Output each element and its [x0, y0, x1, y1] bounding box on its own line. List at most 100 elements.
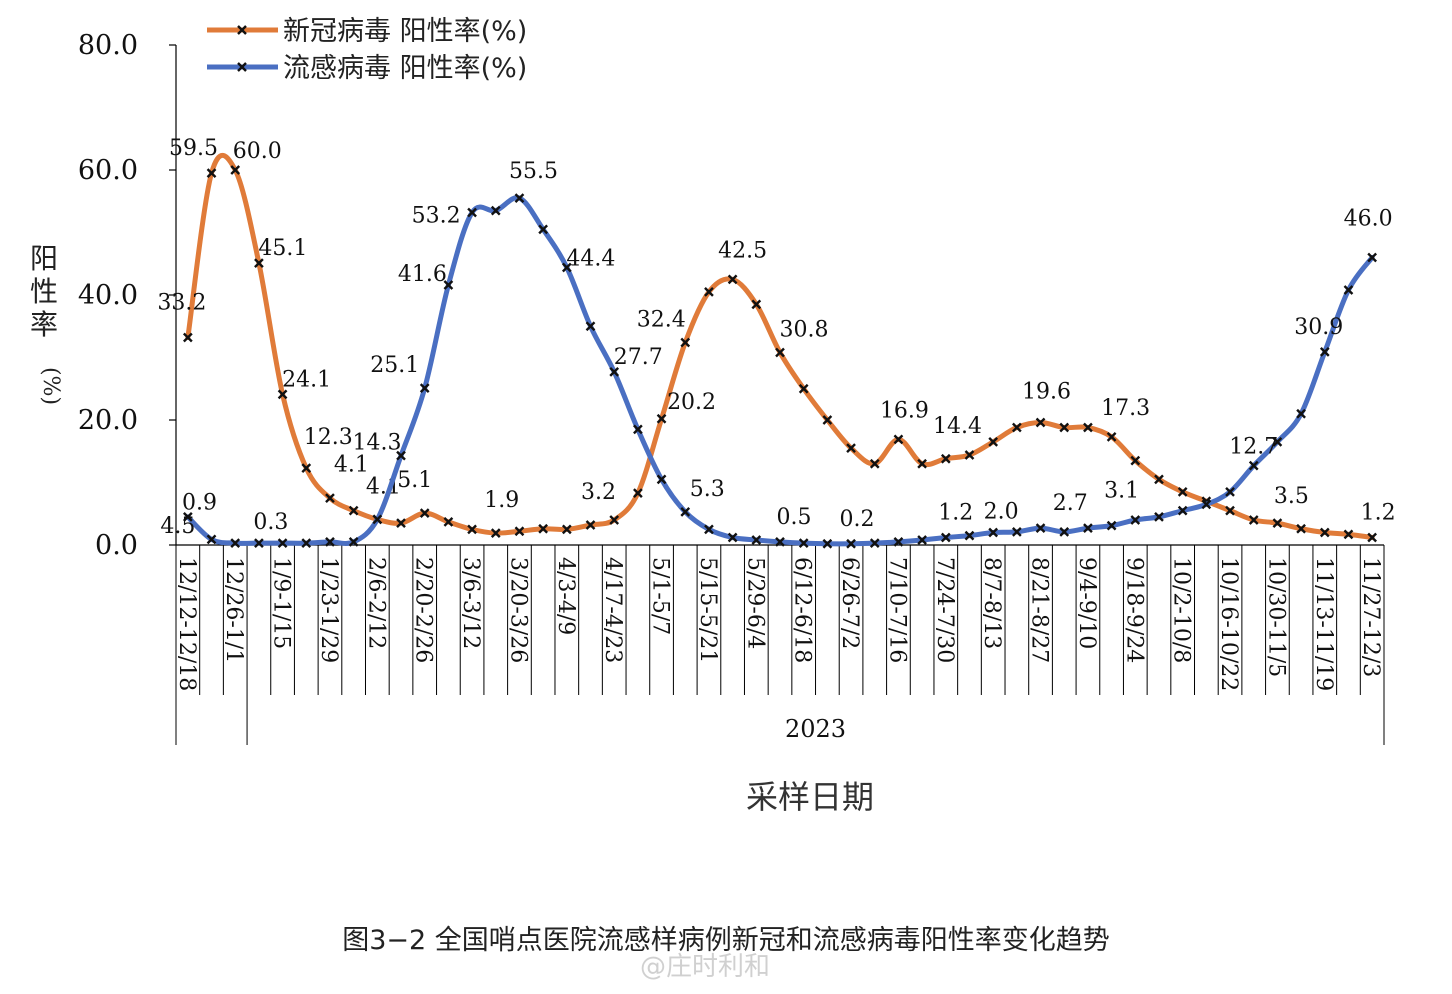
data-point-marker: [206, 168, 217, 178]
x-tick-label: 7/10-7/16: [884, 557, 909, 663]
covid-data-point: [1296, 523, 1306, 534]
x-tick-label: 4/3-4/9: [553, 557, 578, 635]
data-point-marker: [846, 443, 856, 453]
covid-data-point: [1272, 518, 1283, 528]
flu-data-label: 2.7: [1053, 491, 1088, 516]
data-point-marker: [585, 520, 596, 530]
x-tick-label: 7/24-7/30: [932, 557, 957, 663]
covid-data-point: [514, 526, 525, 537]
data-point-marker: [1272, 518, 1283, 528]
covid-data-point: [869, 458, 880, 469]
data-point-marker: [1012, 422, 1022, 433]
flu-data-point: [514, 193, 525, 203]
y-tick-label: 80.0: [78, 30, 138, 61]
covid-series: 33.2 59.5 60.0 45.1 24.1 12.34.1 5.1 1.9 3.2 20.2…: [157, 136, 1396, 543]
flu-data-point: [988, 527, 999, 538]
flu-data-point: [1154, 512, 1164, 522]
data-point-marker: [419, 508, 430, 518]
data-point-marker: [514, 526, 525, 537]
data-point-marker: [656, 413, 667, 424]
covid-data-point: [348, 505, 359, 516]
data-point-marker: [727, 532, 738, 543]
covid-series-line: [185, 152, 1375, 540]
covid-data-point: [561, 524, 572, 535]
covid-data-label: 30.8: [780, 318, 829, 343]
flu-data-point: [1343, 285, 1354, 295]
data-point-marker: [419, 383, 430, 393]
flu-data-label: 46.0: [1344, 207, 1393, 232]
data-point-marker: [1367, 252, 1378, 263]
covid-data-point: [1154, 474, 1164, 485]
x-tick-label: 6/26-7/2: [837, 557, 862, 649]
data-point-marker: [940, 453, 951, 464]
flu-data-label: 5.3: [690, 477, 725, 502]
covid-data-point: [230, 165, 241, 175]
data-point-marker: [277, 538, 288, 548]
data-point-marker: [538, 523, 548, 534]
legend-marker-covid: [237, 25, 247, 35]
flu-data-point: [893, 537, 904, 547]
data-point-marker: [656, 474, 667, 485]
covid-data-label: 42.5: [718, 238, 767, 263]
data-point-marker: [727, 274, 738, 285]
data-point-marker: [988, 527, 999, 538]
data-point-marker: [1367, 532, 1378, 543]
x-tick-label: 2/6-2/12: [363, 557, 388, 649]
covid-data-point: [585, 520, 596, 530]
covid-data-point: [182, 332, 193, 343]
x-tick-label: 6/12-6/18: [790, 557, 815, 663]
data-point-marker: [798, 538, 809, 548]
covid-data-label: 60.0: [233, 139, 282, 164]
x-year-label: 2023: [785, 715, 846, 743]
flu-data-point: [917, 535, 927, 545]
data-point-marker: [301, 463, 312, 473]
covid-data-point: [1343, 529, 1354, 540]
data-point-marker: [775, 347, 785, 358]
flu-data-point: [348, 537, 359, 547]
data-point-marker: [372, 514, 383, 525]
covid-data-point: [1225, 505, 1235, 516]
x-tick-label: 1/9-1/15: [269, 557, 294, 649]
data-point-marker: [254, 258, 264, 268]
data-point-marker: [490, 528, 501, 538]
data-point-marker: [561, 524, 572, 535]
data-point-marker: [964, 530, 975, 541]
data-point-marker: [1343, 285, 1354, 295]
data-point-marker: [467, 207, 477, 218]
data-point-marker: [561, 262, 572, 273]
data-point-marker: [1296, 523, 1306, 534]
flu-data-label: 41.6: [398, 262, 447, 287]
data-point-marker: [1225, 487, 1235, 497]
covid-data-point: [680, 337, 691, 348]
data-point-marker: [869, 458, 880, 469]
flu-data-point: [1177, 505, 1188, 516]
y-axis-title-char: 阳: [30, 242, 58, 275]
data-point-marker: [301, 538, 312, 548]
data-point-marker: [254, 538, 264, 548]
covid-data-point: [1248, 515, 1259, 525]
covid-data-label: 14.4: [933, 414, 982, 439]
data-point-marker: [1106, 432, 1117, 442]
covid-data-label: 16.9: [880, 398, 929, 423]
data-point-marker: [893, 434, 904, 445]
covid-data-label: 1.9: [484, 488, 519, 513]
covid-data-point: [1367, 532, 1378, 543]
flu-data-point: [727, 532, 738, 543]
x-tick-label: 1/23-1/29: [316, 557, 341, 663]
data-point-marker: [1059, 527, 1070, 537]
flu-data-point: [254, 538, 264, 548]
y-tick-label: 40.0: [78, 280, 138, 311]
flu-data-point: [585, 321, 596, 332]
data-point-marker: [1083, 422, 1093, 433]
flu-data-point: [467, 207, 477, 218]
data-point-marker: [1154, 474, 1164, 485]
data-point-marker: [443, 517, 454, 527]
covid-data-point: [325, 493, 335, 503]
covid-data-point: [751, 299, 762, 310]
data-point-marker: [704, 287, 714, 297]
data-point-marker: [182, 332, 193, 343]
covid-data-point: [254, 258, 264, 268]
x-tick-label: 12/26-1/1: [221, 557, 246, 663]
x-tick-label: 10/2-10/8: [1169, 557, 1194, 663]
